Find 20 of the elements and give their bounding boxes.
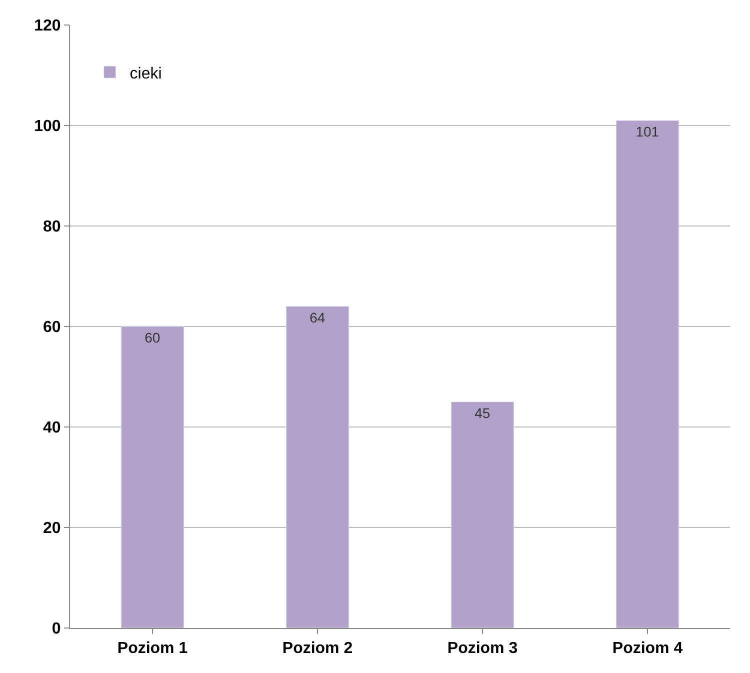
y-tick-label: 60 <box>43 319 61 336</box>
data-label: 60 <box>144 330 160 346</box>
bar <box>120 326 184 628</box>
y-tick-label: 80 <box>43 218 61 236</box>
data-label: 45 <box>474 404 490 421</box>
y-tick-label: 20 <box>43 520 61 538</box>
x-tick-label: Poziom 1 <box>117 640 188 658</box>
bar <box>286 306 350 628</box>
bar <box>616 120 680 628</box>
y-tick-label: 40 <box>43 420 61 437</box>
y-tick-label: 0 <box>52 620 61 638</box>
x-tick-label: Poziom 2 <box>282 640 353 658</box>
data-label: 64 <box>310 309 326 326</box>
bar <box>450 402 514 628</box>
y-tick-label: 120 <box>34 18 61 35</box>
data-label: 101 <box>636 123 660 140</box>
x-tick-label: Poziom 3 <box>447 640 518 658</box>
y-tick-label: 100 <box>34 118 61 136</box>
legend-label: cieki <box>130 65 162 82</box>
x-tick-label: Poziom 4 <box>612 640 683 658</box>
